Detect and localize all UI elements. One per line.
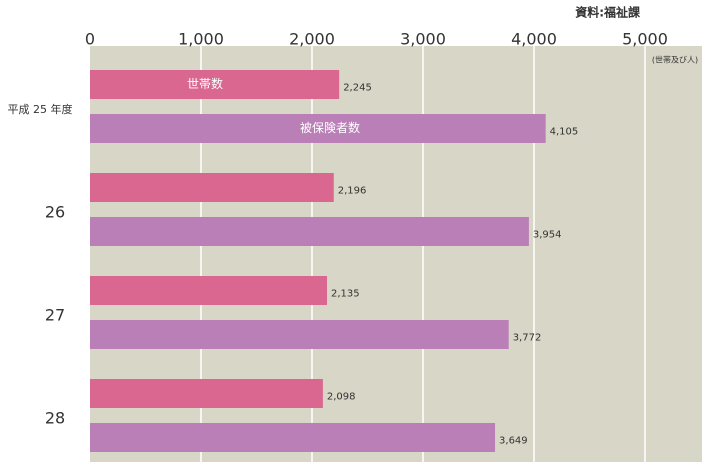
value-label: 2,135 — [331, 289, 360, 300]
bar — [90, 276, 327, 305]
bar — [90, 70, 340, 99]
value-label: 3,954 — [533, 230, 562, 241]
value-label: 2,196 — [338, 186, 367, 197]
x-tick-label: 5,000 — [622, 30, 668, 49]
legend-entry: 被保険者数 — [300, 120, 360, 135]
bar — [90, 423, 496, 452]
x-tick-label: 0 — [85, 30, 95, 49]
bar — [90, 173, 334, 202]
legend-entry: 世帯数 — [187, 76, 223, 91]
value-label: 3,772 — [513, 333, 542, 344]
bar — [90, 320, 509, 349]
value-label: 4,105 — [550, 127, 579, 138]
x-tick-label: 4,000 — [511, 30, 557, 49]
x-tick-label: 2,000 — [289, 30, 335, 49]
category-label: 27 — [45, 306, 65, 325]
x-tick-label: 1,000 — [178, 30, 224, 49]
source-note: 資料:福祉課 — [575, 5, 641, 20]
value-label: 2,098 — [327, 392, 356, 403]
unit-label: (世帯及び人) — [652, 55, 698, 65]
value-label: 2,245 — [343, 83, 372, 94]
value-label: 3,649 — [499, 436, 528, 447]
bar — [90, 379, 323, 408]
bar — [90, 217, 529, 246]
category-label: 28 — [45, 409, 65, 428]
bar — [90, 114, 546, 143]
category-label: 26 — [45, 203, 65, 222]
x-tick-label: 3,000 — [400, 30, 446, 49]
category-label: 平成 25 年度 — [8, 102, 73, 116]
